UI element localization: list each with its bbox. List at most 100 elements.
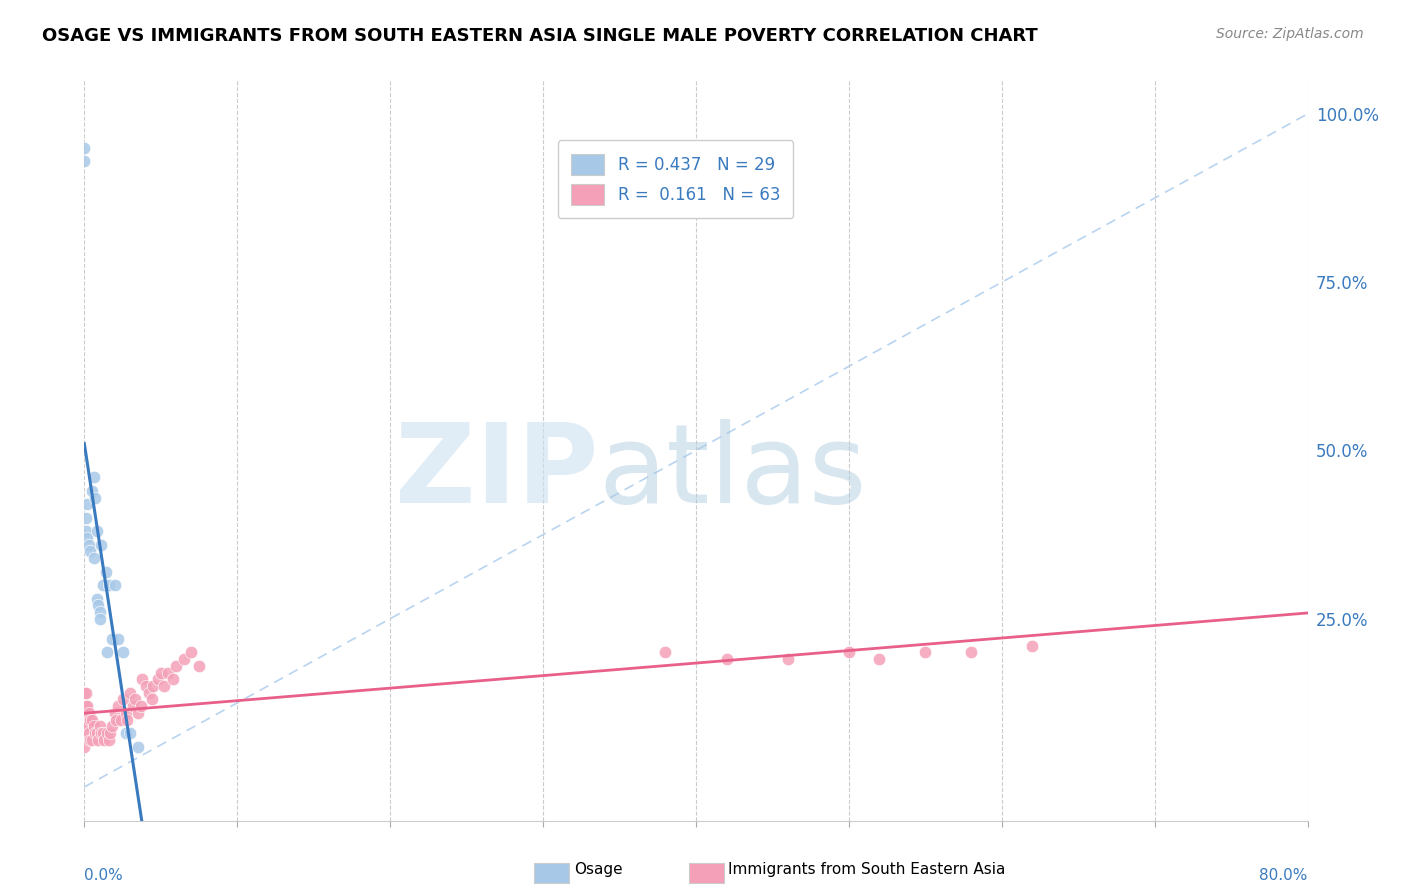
- Point: [89, 612, 111, 626]
- Point: [162, 673, 184, 687]
- Point: [107, 632, 129, 646]
- Point: [142, 679, 165, 693]
- Point: [173, 652, 195, 666]
- Point: [73, 154, 96, 169]
- Point: [138, 686, 160, 700]
- Legend: R = 0.437   N = 29, R =  0.161   N = 63: R = 0.437 N = 29, R = 0.161 N = 63: [558, 140, 793, 219]
- Text: ZIP: ZIP: [395, 419, 598, 526]
- Point: [77, 706, 100, 720]
- Point: [111, 692, 134, 706]
- Point: [120, 726, 142, 740]
- Point: [73, 140, 96, 154]
- Point: [838, 645, 860, 659]
- Text: Immigrants from South Eastern Asia: Immigrants from South Eastern Asia: [728, 863, 1005, 877]
- Point: [91, 578, 114, 592]
- Point: [180, 645, 202, 659]
- Point: [141, 692, 163, 706]
- Point: [89, 605, 111, 619]
- Point: [97, 732, 120, 747]
- Point: [73, 739, 96, 754]
- Text: OSAGE VS IMMIGRANTS FROM SOUTH EASTERN ASIA SINGLE MALE POVERTY CORRELATION CHAR: OSAGE VS IMMIGRANTS FROM SOUTH EASTERN A…: [42, 27, 1038, 45]
- Point: [135, 679, 157, 693]
- Point: [79, 732, 101, 747]
- Point: [114, 726, 136, 740]
- Point: [86, 524, 108, 539]
- Point: [101, 719, 124, 733]
- Point: [776, 652, 799, 666]
- Point: [73, 699, 96, 714]
- Point: [869, 652, 891, 666]
- Point: [96, 645, 118, 659]
- Point: [188, 658, 211, 673]
- Point: [87, 599, 110, 613]
- Point: [89, 719, 111, 733]
- Point: [115, 713, 138, 727]
- Point: [76, 497, 98, 511]
- Text: 0.0%: 0.0%: [84, 868, 124, 883]
- Point: [83, 719, 105, 733]
- Point: [73, 686, 96, 700]
- Point: [75, 510, 97, 524]
- Point: [105, 713, 128, 727]
- Point: [76, 719, 98, 733]
- Point: [146, 673, 169, 687]
- Point: [75, 524, 97, 539]
- Point: [83, 551, 105, 566]
- Point: [80, 483, 103, 498]
- Point: [75, 726, 97, 740]
- Point: [87, 732, 110, 747]
- Point: [94, 565, 117, 579]
- Point: [131, 673, 153, 687]
- Point: [77, 726, 100, 740]
- Point: [165, 658, 187, 673]
- Point: [120, 686, 142, 700]
- Point: [75, 686, 97, 700]
- Point: [114, 706, 136, 720]
- Point: [86, 726, 108, 740]
- Text: Osage: Osage: [574, 863, 623, 877]
- Text: 80.0%: 80.0%: [1260, 868, 1308, 883]
- Point: [73, 726, 96, 740]
- Point: [104, 706, 127, 720]
- Text: atlas: atlas: [598, 419, 866, 526]
- Point: [101, 632, 124, 646]
- Point: [157, 665, 180, 680]
- Point: [96, 726, 118, 740]
- Point: [914, 645, 936, 659]
- Point: [76, 531, 98, 545]
- Point: [111, 645, 134, 659]
- Point: [83, 470, 105, 484]
- Point: [73, 713, 96, 727]
- Point: [77, 538, 100, 552]
- Point: [86, 591, 108, 606]
- Point: [90, 726, 112, 740]
- Point: [90, 538, 112, 552]
- Point: [104, 578, 127, 592]
- Point: [122, 699, 145, 714]
- Point: [73, 719, 96, 733]
- Point: [80, 713, 103, 727]
- Point: [127, 706, 149, 720]
- Point: [75, 699, 97, 714]
- Point: [79, 713, 101, 727]
- Point: [76, 699, 98, 714]
- Point: [654, 645, 676, 659]
- Point: [153, 679, 176, 693]
- Point: [149, 665, 172, 680]
- Point: [716, 652, 738, 666]
- Point: [98, 726, 121, 740]
- Point: [79, 544, 101, 558]
- Point: [97, 578, 120, 592]
- Point: [960, 645, 983, 659]
- Point: [107, 699, 129, 714]
- Point: [91, 726, 114, 740]
- Text: Source: ZipAtlas.com: Source: ZipAtlas.com: [1216, 27, 1364, 41]
- Point: [124, 692, 146, 706]
- Point: [1021, 639, 1043, 653]
- Point: [80, 732, 103, 747]
- Point: [93, 732, 115, 747]
- Point: [84, 726, 107, 740]
- Point: [127, 739, 149, 754]
- Point: [84, 491, 107, 505]
- Point: [110, 713, 132, 727]
